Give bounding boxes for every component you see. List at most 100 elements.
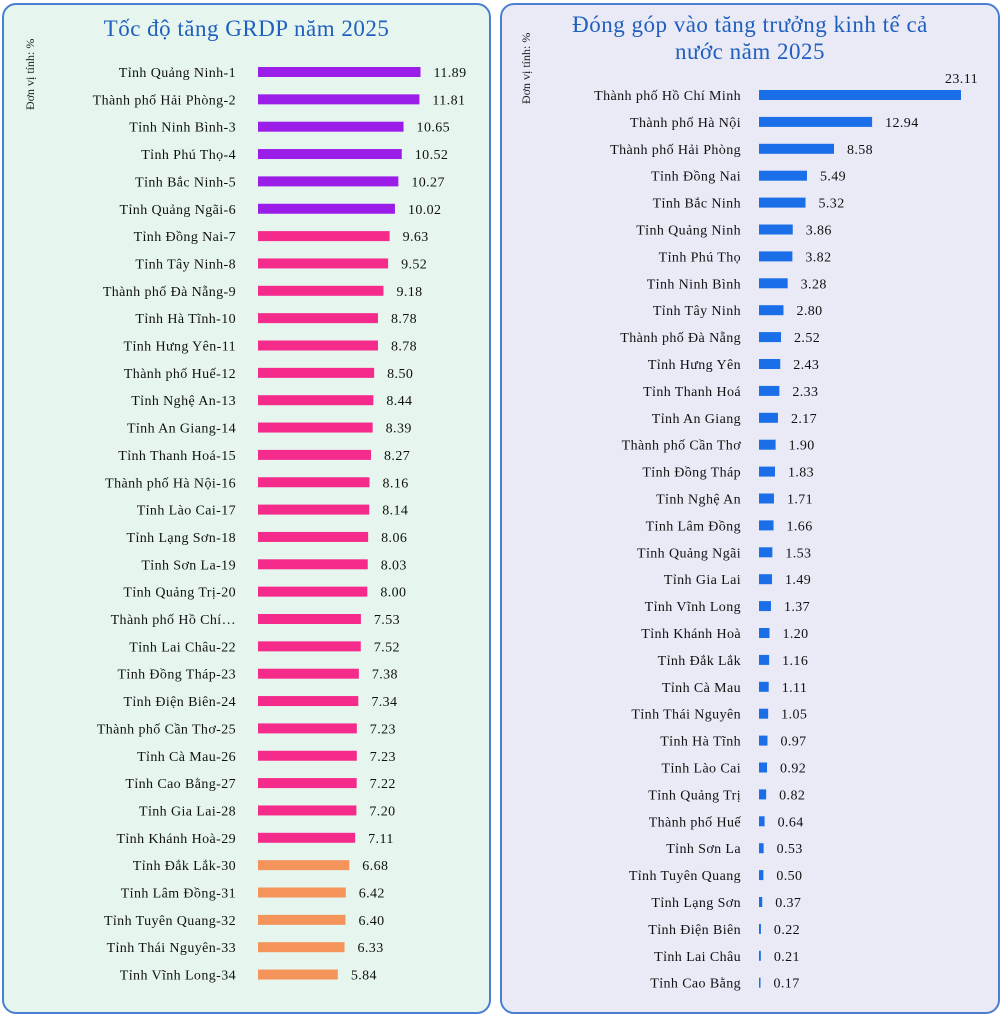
growth-category-label: Thành phố Huế-12 [124,367,236,382]
growth-bar [258,559,368,570]
contribution-chart-title: Đóng góp vào tăng trưởng kinh tế cả nước… [572,12,928,64]
growth-category-label: Tỉnh Quảng Ninh-1 [119,66,236,81]
contribution-value-label: 2.80 [796,304,822,319]
growth-value-label: 7.53 [374,613,400,628]
contribution-category-label: Thành phố Huế [649,815,742,830]
growth-category-label: Tỉnh Đồng Nai-7 [134,230,236,245]
growth-category-label: Tỉnh Tuyên Quang-32 [104,914,236,929]
contribution-category-label: Tỉnh Đắk Lắk [658,654,741,669]
growth-value-label: 11.89 [433,66,466,81]
growth-category-label: Tỉnh Hưng Yên-11 [124,340,237,355]
growth-bar [258,395,374,406]
growth-category-label: Tỉnh Gia Lai-28 [139,804,236,819]
growth-value-label: 7.38 [372,668,398,683]
contribution-value-label: 0.64 [778,815,804,830]
growth-chart-title: Tốc độ tăng GRDP năm 2025 [103,16,390,41]
growth-category-label: Tỉnh Đắk Lắk-30 [133,859,236,874]
contribution-bar [759,305,784,316]
growth-bar [258,969,338,980]
contribution-value-label: 1.49 [785,573,811,588]
growth-category-label: Thành phố Hải Phòng-2 [93,93,236,108]
contribution-value-label: 2.17 [791,412,817,427]
contribution-value-label: 3.86 [806,224,832,239]
growth-value-label: 8.50 [387,367,413,382]
contribution-category-label: Tỉnh Ninh Bình [647,277,741,292]
contribution-category-label: Tỉnh Cao Bằng [650,977,741,992]
growth-value-label: 8.27 [384,449,410,464]
growth-value-label: 10.65 [417,121,451,136]
growth-value-label: 7.34 [371,695,397,710]
growth-value-label: 7.23 [370,750,396,765]
growth-bar [258,94,420,105]
growth-bar [258,422,373,433]
contribution-value-label: 23.11 [945,72,978,87]
growth-bar [258,203,395,214]
contribution-bar [759,520,774,531]
contribution-category-label: Tỉnh Điện Biên [648,923,741,938]
contribution-value-label: 1.05 [781,708,807,723]
growth-category-label: Thành phố Đà Nẵng-9 [103,285,236,300]
growth-value-label: 6.68 [362,859,388,874]
contribution-value-label: 1.16 [782,654,808,669]
contribution-bar [759,681,769,692]
growth-bar [258,860,350,871]
contribution-category-label: Tỉnh Lâm Đồng [646,519,741,534]
contribution-bar [759,897,763,907]
contribution-value-label: 1.11 [782,681,808,696]
growth-value-label: 8.78 [391,340,417,355]
contribution-value-label: 0.22 [774,923,800,938]
growth-category-label: Thành phố Cần Thơ-25 [97,722,236,737]
contribution-category-label: Tỉnh Tây Ninh [653,304,741,319]
growth-category-label: Tỉnh Cao Bằng-27 [125,777,236,792]
growth-bar [258,832,356,843]
contribution-bar [759,816,765,827]
growth-bar [258,149,402,160]
contribution-category-label: Tỉnh Tuyên Quang [629,869,741,884]
contribution-bar [759,628,770,638]
contribution-bar [759,116,873,127]
growth-category-label: Tỉnh Quảng Trị-20 [123,586,236,601]
contribution-value-label: 0.21 [774,950,800,965]
contribution-bar [759,547,773,558]
contribution-bar [759,170,807,181]
contribution-bar [759,843,764,854]
contribution-bar [759,977,761,988]
growth-bar [258,67,421,77]
contribution-category-label: Tỉnh Vĩnh Long [645,600,741,615]
growth-value-label: 10.27 [411,175,445,190]
contribution-value-label: 0.50 [776,869,802,884]
growth-bar [258,121,404,132]
contribution-value-label: 0.53 [777,842,803,857]
growth-category-label: Tỉnh Bắc Ninh-5 [135,175,236,190]
contribution-bar [759,493,774,504]
contribution-bar [759,574,773,585]
contribution-bar [759,950,761,961]
growth-bar [258,614,361,624]
growth-value-label: 9.63 [403,230,429,245]
growth-chart-panel: Tốc độ tăng GRDP năm 2025 [2,3,491,1014]
growth-category-label: Tỉnh Phú Thọ-4 [141,148,236,163]
contribution-value-label: 1.83 [788,466,814,481]
growth-bar [258,531,369,542]
growth-bar [258,231,390,242]
growth-bar [258,887,346,898]
growth-category-label: Tỉnh Khánh Hoà-29 [116,832,236,847]
contribution-bar [759,601,771,612]
growth-value-label: 6.42 [359,887,385,902]
growth-bar [258,805,357,816]
growth-bar [258,723,357,734]
contribution-value-label: 1.20 [782,627,808,642]
contribution-value-label: 3.82 [805,250,831,265]
growth-value-label: 6.40 [358,914,384,929]
contribution-value-label: 0.92 [780,762,806,777]
contribution-bar [759,762,768,773]
growth-value-label: 8.78 [391,312,417,327]
contribution-bar [759,923,761,934]
contribution-category-label: Tỉnh An Giang [652,412,741,427]
growth-bar [258,504,370,515]
contribution-value-label: 0.82 [779,788,805,803]
growth-bar [258,313,378,324]
contribution-bar [759,735,768,746]
growth-bar [258,641,361,652]
growth-value-label: 8.39 [386,422,412,437]
